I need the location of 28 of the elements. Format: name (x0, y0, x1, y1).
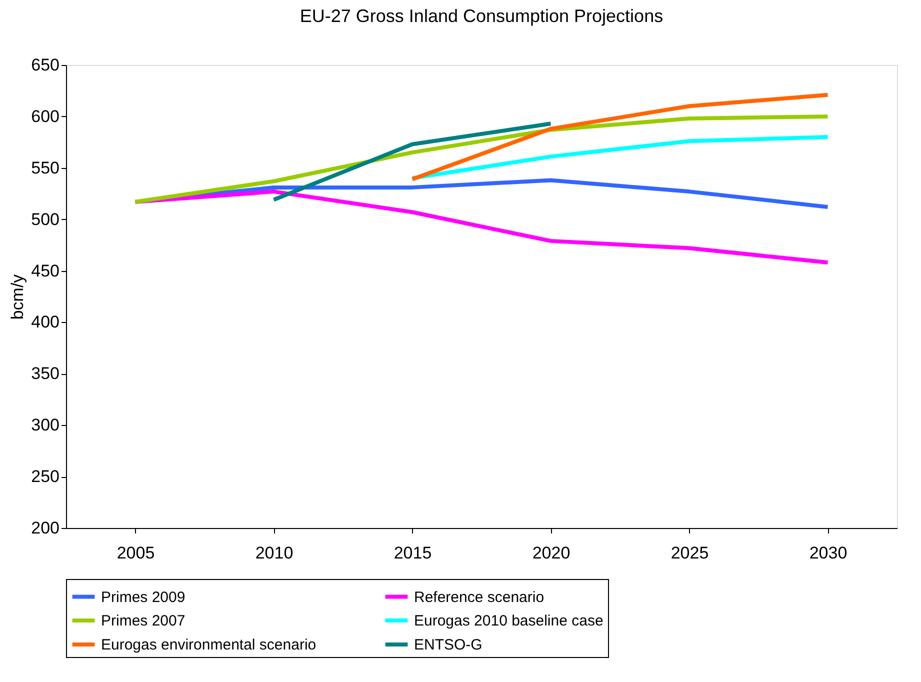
legend-label: ENTSO-G (414, 636, 482, 654)
line-series (133, 114, 830, 204)
y-tick-label: 300 (31, 416, 60, 435)
y-tick-label: 200 (31, 518, 60, 538)
line-series (410, 92, 830, 182)
y-axis-title: bcm/y (8, 274, 28, 320)
legend-label: Eurogas 2010 baseline case (414, 612, 604, 630)
legend-label: Reference scenario (414, 588, 544, 606)
x-tick-label: 2010 (255, 544, 294, 562)
x-tick-label: 2020 (532, 544, 570, 562)
y-tick-label: 450 (31, 261, 60, 280)
line-series (133, 190, 830, 265)
legend-label: Eurogas environmental scenario (101, 636, 316, 654)
y-tick-label: 650 (31, 56, 60, 74)
y-tick-label: 600 (31, 106, 60, 126)
y-tick-label: 400 (31, 312, 60, 332)
legend-label: Primes 2007 (101, 612, 186, 630)
y-tick-label: 250 (31, 467, 60, 486)
y-tick-label: 500 (31, 210, 60, 229)
y-tick-label: 350 (31, 364, 60, 384)
x-tick-label: 2025 (670, 544, 709, 562)
legend-label: Primes 2009 (101, 588, 186, 606)
line-series (410, 135, 830, 180)
chart-title: EU-27 Gross Inland Consumption Projections (300, 6, 664, 26)
x-tick-label: 2030 (809, 544, 848, 562)
x-tick-label: 2005 (116, 544, 155, 562)
x-tick-label: 2015 (394, 544, 432, 562)
y-tick-label: 550 (31, 158, 60, 178)
